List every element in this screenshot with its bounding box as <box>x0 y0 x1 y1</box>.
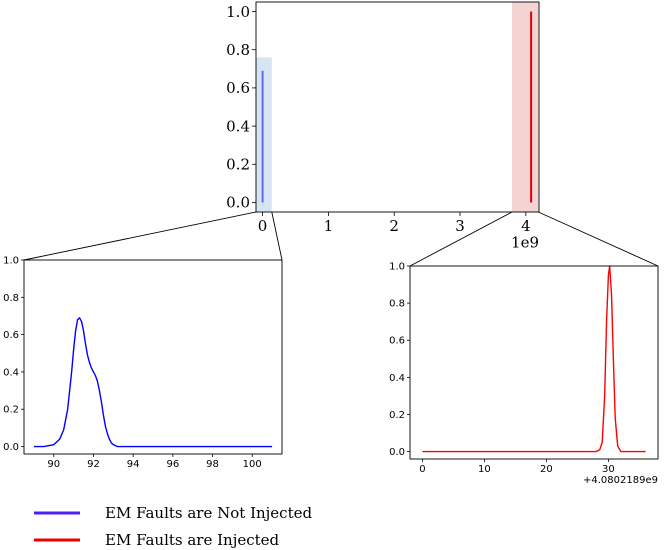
y-tick-label: 0.2 <box>3 405 19 416</box>
x-tick-label: 0 <box>258 217 268 235</box>
plot-frame <box>255 1 540 213</box>
legend-label-not-injected: EM Faults are Not Injected <box>105 504 312 522</box>
y-tick-label: 0.4 <box>226 117 250 135</box>
y-tick-label: 0.6 <box>3 330 19 341</box>
legend-label-injected: EM Faults are Injected <box>105 531 280 549</box>
connector-line <box>271 211 283 261</box>
x-tick-label: 2 <box>389 217 399 235</box>
main-chart: 0 1 2 3 4 0.0 0.2 0.4 0.6 0.8 1.0 1e9 <box>226 1 540 252</box>
x-tick-label: 100 <box>243 459 262 470</box>
x-tick-label: 92 <box>87 459 100 470</box>
highlight-region-0 <box>256 57 272 213</box>
x-tick-label: 30 <box>602 464 615 475</box>
y-tick-label: 0.0 <box>3 442 19 453</box>
connector-line <box>409 211 513 267</box>
x-tick-label: 90 <box>47 459 60 470</box>
series-line-0 <box>422 265 646 453</box>
y-tick-label: 0.4 <box>389 373 405 384</box>
x-offset-label: 1e9 <box>511 234 539 252</box>
highlight-region-1 <box>512 2 539 212</box>
x-tick-label: 1 <box>324 217 334 235</box>
legend: EM Faults are Not Injected EM Faults are… <box>34 504 312 549</box>
y-tick-label: 1.0 <box>3 256 19 267</box>
x-tick-label: 10 <box>478 464 491 475</box>
x-tick-label: 3 <box>455 217 465 235</box>
x-tick-label: 20 <box>540 464 553 475</box>
y-tick-label: 1.0 <box>226 3 250 21</box>
connector-line <box>538 211 659 267</box>
y-tick-label: 0.2 <box>226 156 250 174</box>
x-tick-label: 94 <box>127 459 140 470</box>
y-tick-label: 0.0 <box>389 447 405 458</box>
y-tick-label: 0.6 <box>226 79 250 97</box>
y-tick-label: 0.0 <box>226 194 250 212</box>
series-line-0 <box>33 317 273 448</box>
inset-right-chart: 0 10 20 30 0.0 0.2 0.4 0.6 0.8 1.0 +4.0802189e9 <box>389 262 659 486</box>
plot-frame <box>409 265 659 460</box>
y-tick-label: 0.8 <box>3 293 19 304</box>
y-tick-label: 1.0 <box>389 262 405 273</box>
zoom-connector-lines <box>23 211 659 267</box>
x-tick-label: 4 <box>521 217 531 235</box>
y-tick-label: 0.6 <box>389 336 405 347</box>
connector-line <box>23 211 257 261</box>
x-tick-label: 96 <box>166 459 179 470</box>
x-offset-label: +4.0802189e9 <box>583 475 658 486</box>
plot-frame <box>23 259 283 455</box>
y-tick-label: 0.8 <box>226 41 250 59</box>
y-tick-label: 0.4 <box>3 367 19 378</box>
x-tick-label: 0 <box>419 464 425 475</box>
inset-left-chart: 90 92 94 96 98 100 0.0 0.2 0.4 0.6 0.8 1.0 <box>3 256 283 470</box>
y-tick-label: 0.2 <box>389 410 405 421</box>
y-tick-label: 0.8 <box>389 299 405 310</box>
x-tick-label: 98 <box>206 459 219 470</box>
